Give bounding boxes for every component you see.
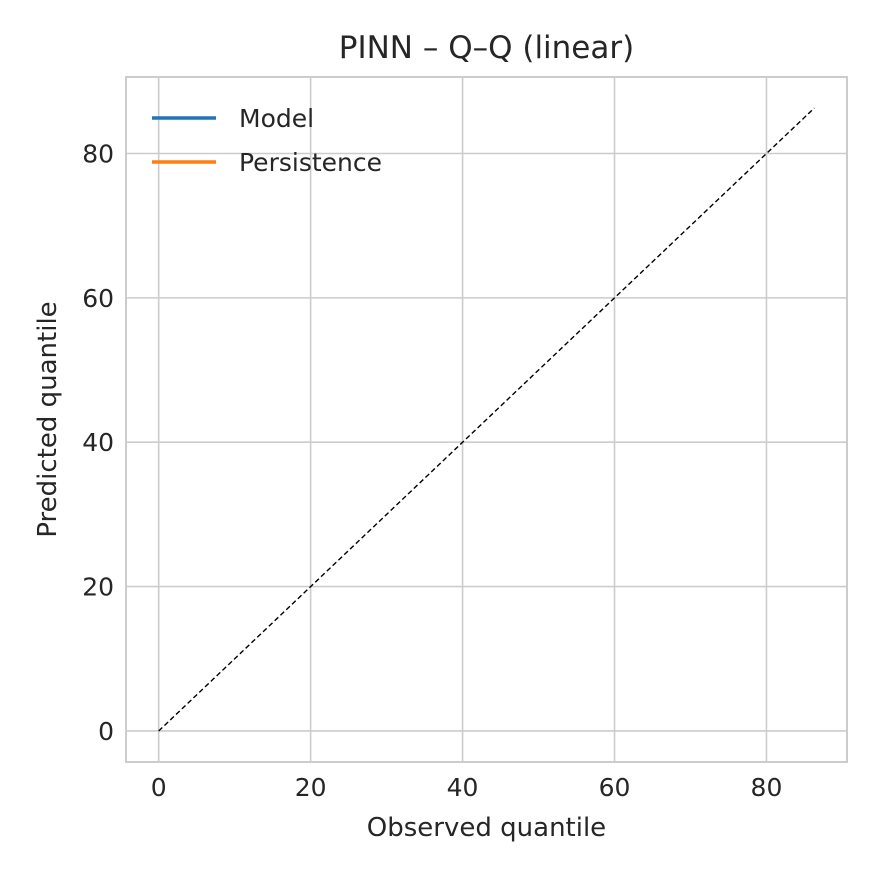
- grid: [126, 77, 847, 762]
- y-axis-label: Predicted quantile: [33, 301, 63, 537]
- x-tick-label: 60: [599, 773, 631, 802]
- chart-title: PINN – Q–Q (linear): [339, 30, 634, 66]
- ticks: 0 20 40 60 80 0 20 40 60 80: [82, 140, 782, 802]
- plot-data: [158, 107, 815, 732]
- x-tick-label: 80: [751, 773, 783, 802]
- legend-label: Persistence: [239, 148, 382, 177]
- x-tick-label: 20: [295, 773, 327, 802]
- x-tick-label: 0: [151, 773, 167, 802]
- x-axis-label: Observed quantile: [367, 813, 606, 843]
- y-tick-label: 80: [82, 140, 114, 169]
- y-tick-label: 60: [82, 284, 114, 313]
- y-tick-label: 0: [98, 717, 114, 746]
- legend-label: Model: [239, 104, 314, 133]
- y-tick-label: 40: [82, 428, 114, 457]
- plot-frame: [125, 76, 848, 763]
- legend: Model Persistence: [152, 104, 382, 177]
- x-tick-label: 40: [447, 773, 479, 802]
- reference-line: [158, 107, 815, 732]
- y-tick-label: 20: [82, 573, 114, 602]
